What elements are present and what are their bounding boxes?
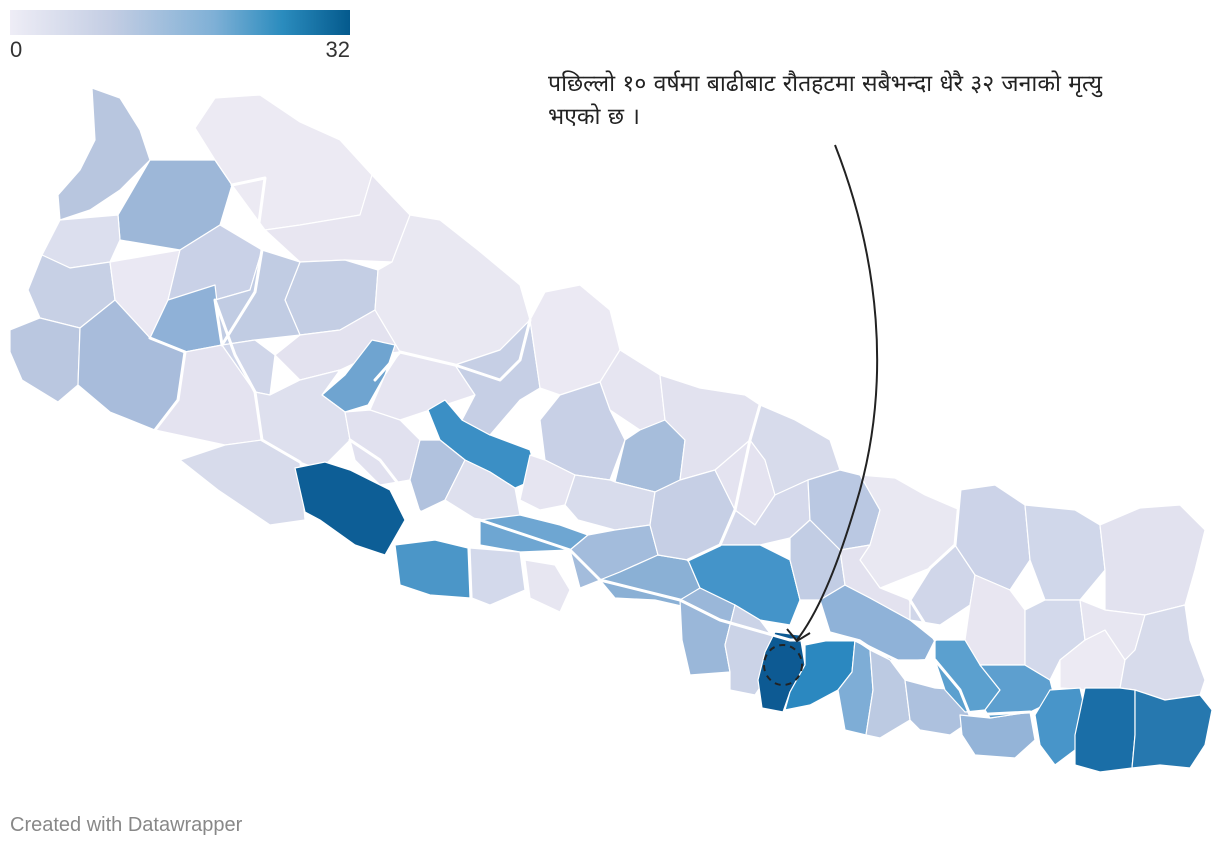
- province-boundary: [213, 176, 302, 464]
- credit-line: Created with Datawrapper: [10, 814, 243, 836]
- district-region[interactable]: [57, 87, 151, 221]
- annotation-arrow: [763, 144, 879, 686]
- district-region[interactable]: [294, 461, 406, 556]
- district-region[interactable]: [479, 514, 589, 553]
- district-region[interactable]: [524, 559, 571, 613]
- province-boundary: [348, 438, 1032, 717]
- legend-max-label: 32: [325, 37, 350, 62]
- district-region[interactable]: [321, 339, 396, 413]
- district-region[interactable]: [454, 319, 541, 436]
- province-boundary: [686, 403, 762, 562]
- highlight-circle: [763, 644, 803, 686]
- legend-gradient-bar: [10, 10, 350, 35]
- district-region[interactable]: [394, 539, 471, 599]
- district-region[interactable]: [9, 317, 81, 403]
- district-region[interactable]: [964, 574, 1026, 666]
- color-legend: 0 32: [10, 10, 350, 63]
- district-region[interactable]: [959, 711, 1036, 759]
- district-region[interactable]: [1099, 504, 1206, 616]
- district-region[interactable]: [1034, 687, 1086, 766]
- province-boundary: [373, 318, 532, 382]
- district-region[interactable]: [1024, 504, 1106, 601]
- legend-min-label: 0: [10, 37, 23, 62]
- district-region[interactable]: [469, 547, 526, 606]
- district-region[interactable]: [1074, 687, 1136, 773]
- province-boundary: [148, 336, 187, 432]
- district-region[interactable]: [954, 484, 1031, 591]
- district-region[interactable]: [1131, 689, 1213, 769]
- district-region[interactable]: [865, 649, 911, 739]
- district-region[interactable]: [757, 631, 806, 713]
- province-boundary: [908, 488, 962, 642]
- map-annotation: पछिल्लो १० वर्षमा बाढीबाट रौतहटमा सबैभन्…: [548, 71, 1103, 130]
- district-region[interactable]: [614, 419, 686, 493]
- district-region[interactable]: [679, 587, 736, 676]
